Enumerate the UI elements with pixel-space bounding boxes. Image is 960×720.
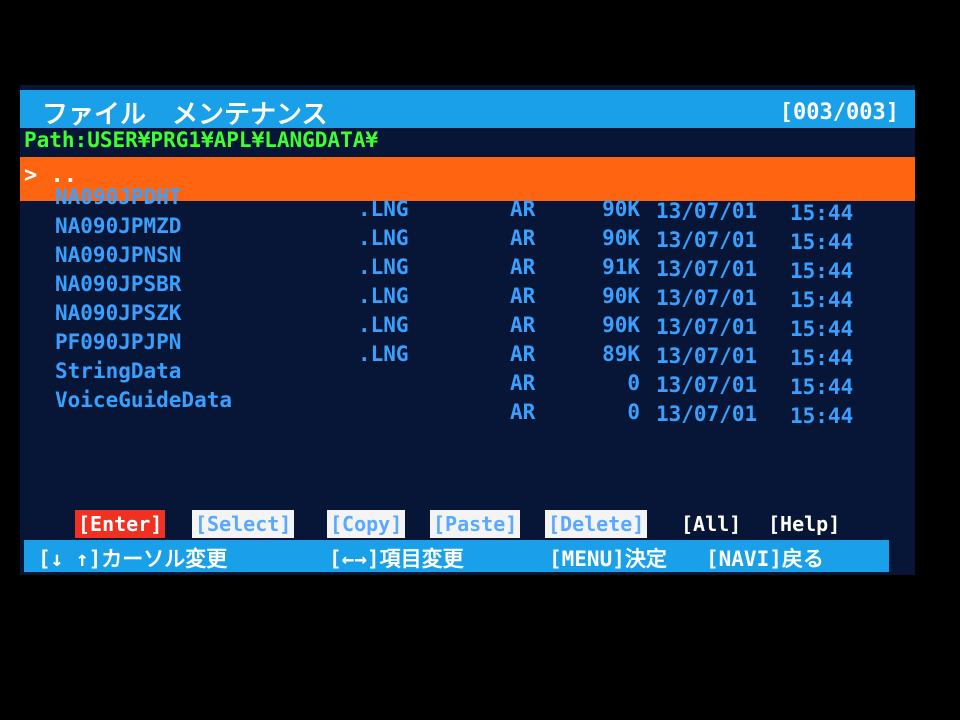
file-attr: AR (510, 371, 536, 395)
file-date: 13/07/01 (656, 286, 758, 310)
selection-bar[interactable]: > .. (20, 157, 915, 201)
help-item: [NAVI]戻る (706, 547, 824, 571)
file-size: 0 (627, 400, 640, 424)
help-item: [↓ ↑]カーソル変更 (38, 547, 228, 571)
file-size: 91K (602, 255, 640, 279)
button[interactable]: [All] (681, 512, 742, 536)
file-date: 13/07/01 (656, 315, 758, 339)
screen: ファイル メンテナンス [003/003] Path:USER¥PRG1¥APL… (20, 85, 915, 575)
file-name[interactable]: VoiceGuideData (55, 388, 233, 412)
file-time: 15:44 (790, 288, 854, 312)
file-time: 15:44 (790, 317, 854, 341)
file-date: 13/07/01 (656, 257, 758, 281)
file-attr: AR (510, 226, 536, 250)
file-size: 89K (602, 342, 640, 366)
file-attr: AR (510, 255, 536, 279)
file-size: 90K (602, 226, 640, 250)
file-date: 13/07/01 (656, 402, 758, 426)
file-name[interactable]: NA090JPMZD (55, 214, 182, 238)
file-name[interactable]: NA090JPNSN (55, 243, 182, 267)
file-name[interactable]: PF090JPJPN (55, 330, 182, 354)
help-bar: [↓ ↑]カーソル変更 [←→]項目変更 [MENU]決定 [NAVI]戻る (24, 540, 889, 572)
file-name[interactable]: NA090JPSZK (55, 301, 182, 325)
file-date: 13/07/01 (656, 344, 758, 368)
file-size: 90K (602, 284, 640, 308)
help-item: [←→]項目変更 (329, 547, 464, 571)
help-item: [MENU]決定 (549, 547, 667, 571)
file-attr: AR (510, 400, 536, 424)
file-time: 15:44 (790, 230, 854, 254)
file-ext: .LNG (358, 226, 409, 250)
file-name[interactable]: NA090JPDHT (55, 185, 182, 209)
file-name[interactable]: StringData (55, 359, 182, 383)
title-bar: ファイル メンテナンス [003/003] (20, 90, 915, 130)
file-ext: .LNG (358, 313, 409, 337)
button[interactable]: [Help] (768, 512, 841, 536)
file-attr: AR (510, 342, 536, 366)
file-attr: AR (510, 284, 536, 308)
file-attr: AR (510, 197, 536, 221)
file-size: 0 (627, 371, 640, 395)
file-size: 90K (602, 197, 640, 221)
file-time: 15:44 (790, 259, 854, 283)
parent-dir: > .. (24, 163, 77, 188)
page-number: [003/003] (779, 100, 899, 125)
file-time: 15:44 (790, 346, 854, 370)
button[interactable]: [Paste] (430, 510, 521, 538)
file-ext: .LNG (358, 197, 409, 221)
title: ファイル メンテナンス (42, 100, 328, 130)
path: Path:USER¥PRG1¥APL¥LANGDATA¥ (24, 128, 379, 152)
file-name[interactable]: NA090JPSBR (55, 272, 182, 296)
file-time: 15:44 (790, 404, 854, 428)
file-ext: .LNG (358, 342, 409, 366)
button[interactable]: [Copy] (327, 510, 406, 538)
file-time: 15:44 (790, 201, 854, 225)
file-attr: AR (510, 313, 536, 337)
button[interactable]: [Enter] (75, 510, 166, 538)
file-date: 13/07/01 (656, 373, 758, 397)
file-size: 90K (602, 313, 640, 337)
file-date: 13/07/01 (656, 228, 758, 252)
file-date: 13/07/01 (656, 199, 758, 223)
button[interactable]: [Delete] (545, 510, 648, 538)
file-ext: .LNG (358, 255, 409, 279)
button[interactable]: [Select] (192, 510, 295, 538)
file-time: 15:44 (790, 375, 854, 399)
file-ext: .LNG (358, 284, 409, 308)
